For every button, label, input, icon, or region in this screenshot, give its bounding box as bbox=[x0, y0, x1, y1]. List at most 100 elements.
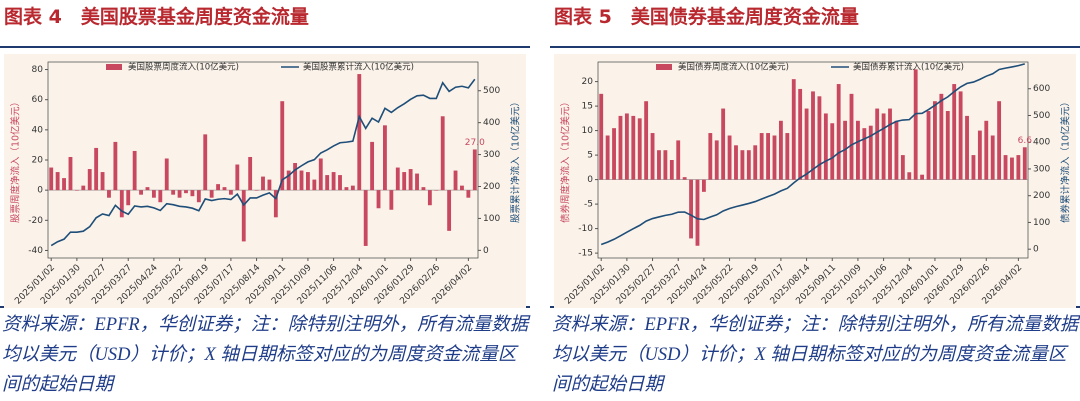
bar bbox=[273, 190, 278, 218]
bar bbox=[177, 190, 182, 198]
chart-background bbox=[554, 54, 1076, 308]
bar bbox=[939, 93, 944, 180]
bar bbox=[363, 190, 368, 246]
bar bbox=[1016, 155, 1021, 180]
y2-tick-label: 300 bbox=[1033, 164, 1050, 174]
bar bbox=[984, 120, 989, 180]
bar bbox=[727, 135, 732, 180]
bar bbox=[701, 179, 706, 192]
bar bbox=[657, 150, 661, 180]
bar bbox=[261, 176, 265, 191]
bar bbox=[312, 179, 317, 191]
bar bbox=[415, 173, 419, 191]
y-tick-label: 15 bbox=[582, 102, 593, 112]
bar bbox=[228, 190, 233, 195]
y-tick-label: 60 bbox=[32, 95, 44, 105]
title-rule bbox=[0, 46, 530, 48]
bar bbox=[1022, 147, 1027, 180]
bar bbox=[139, 190, 143, 195]
y-tick-label: 0 bbox=[587, 175, 593, 185]
bar bbox=[605, 135, 610, 180]
bar bbox=[900, 155, 905, 180]
y2-tick-label: 300 bbox=[483, 150, 500, 160]
bar bbox=[331, 172, 336, 191]
bar bbox=[958, 91, 963, 180]
bar bbox=[49, 167, 54, 191]
y2-tick-label: 0 bbox=[483, 246, 489, 256]
bar bbox=[286, 170, 291, 191]
bar bbox=[650, 133, 655, 180]
bar bbox=[997, 101, 1002, 180]
bar bbox=[145, 187, 150, 191]
bar bbox=[881, 113, 886, 180]
legend-label: 美国股票累计流入(10亿美元) bbox=[303, 62, 414, 73]
bar bbox=[631, 115, 636, 180]
bar bbox=[81, 185, 86, 191]
bar bbox=[267, 179, 272, 191]
bar bbox=[682, 177, 687, 180]
y-tick-label: -40 bbox=[28, 246, 43, 256]
bar bbox=[203, 134, 208, 191]
bar bbox=[811, 91, 815, 180]
bar bbox=[971, 155, 976, 180]
bar bbox=[599, 93, 604, 180]
bar bbox=[618, 115, 623, 180]
data-label: 6.6 bbox=[1018, 136, 1033, 146]
bar bbox=[766, 133, 770, 180]
y2-tick-label: 600 bbox=[1033, 84, 1050, 94]
bar bbox=[338, 175, 342, 191]
bar bbox=[926, 111, 931, 180]
bar bbox=[402, 172, 407, 191]
bar bbox=[856, 120, 860, 180]
bar bbox=[759, 133, 764, 180]
bar bbox=[804, 108, 809, 180]
bar bbox=[689, 179, 693, 239]
y-tick-label: -20 bbox=[28, 216, 43, 226]
line bbox=[600, 63, 1026, 246]
data-label: 27.0 bbox=[465, 138, 485, 148]
bar bbox=[113, 141, 118, 191]
y2-tick-label: 500 bbox=[1033, 111, 1050, 121]
bar bbox=[427, 190, 432, 206]
bar bbox=[862, 128, 867, 180]
bar bbox=[990, 135, 995, 180]
y-tick-label: 0 bbox=[37, 186, 43, 196]
bar bbox=[453, 170, 458, 191]
bar bbox=[164, 158, 169, 191]
y2-axis-label: 股票累计净流入（10亿美元） bbox=[510, 97, 522, 223]
y-tick-label: -5 bbox=[584, 200, 593, 210]
bar bbox=[306, 172, 310, 191]
y-tick-label: 10 bbox=[582, 126, 594, 136]
bar bbox=[254, 190, 259, 191]
y2-tick-label: 0 bbox=[1033, 245, 1039, 255]
bar bbox=[434, 190, 439, 191]
bar bbox=[907, 172, 912, 180]
bar bbox=[248, 156, 253, 191]
bar bbox=[933, 101, 937, 180]
bar bbox=[624, 113, 629, 180]
bar bbox=[126, 190, 131, 206]
chart-title: 图表 5 美国债券基金周度资金流量 bbox=[554, 6, 859, 28]
bar bbox=[190, 190, 195, 197]
bar bbox=[644, 101, 649, 180]
chart-panel: 图表 4 美国股票基金周度资金流量 资料来源：EPFR，华创证券；注：除特别注明外… bbox=[0, 0, 530, 401]
legend-label: 美国债券周度流入(10亿美元) bbox=[678, 62, 789, 73]
bar bbox=[849, 93, 854, 180]
legend-label: 美国债券累计流入(10亿美元) bbox=[853, 62, 964, 73]
bar bbox=[721, 108, 726, 180]
chart: -40 -20 0 20 40 60 80 0 100 200 300 400 500 股票周度净流入（1… bbox=[4, 54, 526, 308]
bar bbox=[663, 150, 668, 180]
line bbox=[50, 78, 476, 247]
bar bbox=[440, 116, 445, 191]
legend-swatch bbox=[656, 64, 672, 70]
bar bbox=[293, 163, 298, 191]
bar bbox=[421, 187, 426, 191]
bar bbox=[184, 190, 188, 194]
bar bbox=[1010, 157, 1014, 180]
y-tick-label: 80 bbox=[32, 65, 44, 75]
y-tick-label: -15 bbox=[578, 249, 593, 259]
y-axis-label: 债券周度净流入（10亿美元） bbox=[560, 97, 572, 223]
y2-tick-label: 400 bbox=[483, 118, 500, 128]
bar bbox=[466, 190, 471, 198]
bar bbox=[344, 187, 349, 191]
